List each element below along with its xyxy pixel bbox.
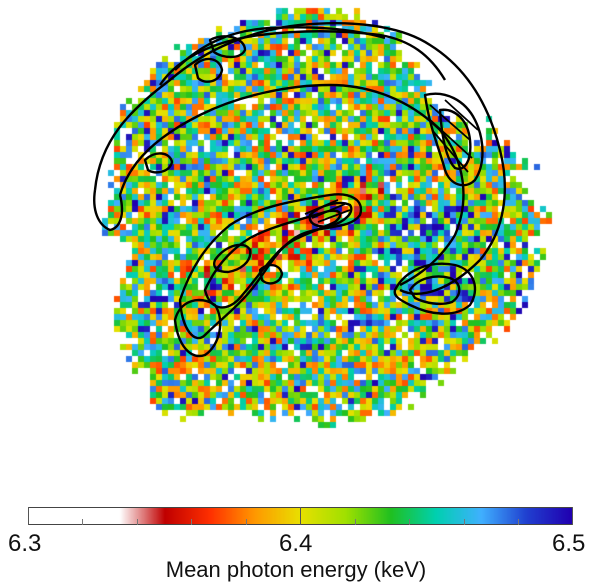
contour-east-loop-inner: [408, 275, 461, 306]
contour-inner-small-2: [258, 263, 284, 285]
colorbar: [28, 507, 573, 525]
colorbar-title: Mean photon energy (keV): [165, 557, 427, 582]
colorbar-minor-tick: [246, 519, 247, 525]
contour-knot-center: [308, 201, 353, 228]
colorbar-minor-tick: [191, 519, 192, 525]
colorbar-minor-tick: [355, 519, 356, 525]
contour-center-dense: [304, 199, 351, 223]
contour-ne-dense: [427, 99, 479, 173]
colorbar-minor-tick: [82, 519, 83, 525]
contour-nw-loops: [193, 35, 247, 83]
energy-map: [0, 0, 592, 470]
colorbar-minor-tick: [409, 519, 410, 525]
contour-west-edge: [93, 189, 124, 232]
contour-ne-knot-1: [423, 92, 484, 187]
contour-north-rim-1: [159, 30, 447, 86]
contour-knot-west: [213, 243, 252, 274]
contour-south-loop: [173, 298, 222, 358]
contour-outer-arc: [93, 22, 506, 295]
colorbar-max-label: 6.5: [552, 530, 586, 557]
contour-center-filament-inner: [203, 209, 342, 309]
contour-inner-arc: [118, 83, 465, 287]
contour-east-loop: [393, 262, 477, 315]
contour-center-filament: [178, 193, 363, 340]
contour-inner-small-1: [143, 152, 174, 174]
colorbar-minor-tick: [137, 519, 138, 525]
colorbar-tick: [28, 507, 29, 525]
colorbar-minor-tick: [464, 519, 465, 525]
contour-ne-knot-2: [438, 108, 472, 170]
colorbar-tick: [300, 507, 301, 525]
colorbar-tick: [572, 507, 573, 525]
contour-overlay: [93, 22, 506, 358]
contour-north-rim-2: [174, 26, 386, 71]
colorbar-mid-label: 6.4: [279, 530, 313, 557]
colorbar-minor-tick: [518, 519, 519, 525]
colorbar-min-label: 6.3: [8, 530, 42, 557]
